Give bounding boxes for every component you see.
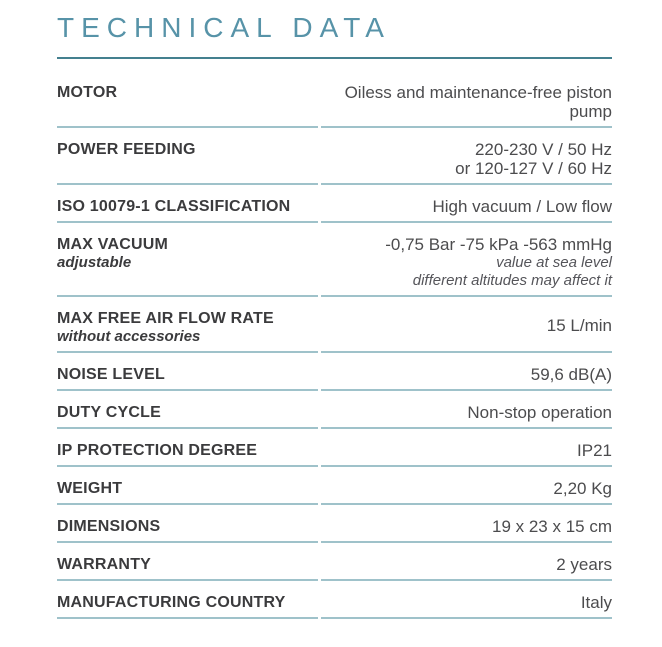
table-row: WEIGHT 2,20 Kg: [57, 467, 612, 505]
row-label-text: MANUFACTURING COUNTRY: [57, 594, 286, 611]
row-value-line: 15 L/min: [546, 316, 612, 335]
row-label-text: MAX FREE AIR FLOW RATE: [57, 310, 274, 327]
row-value: 59,6 dB(A): [320, 353, 612, 391]
row-value: 2 years: [320, 543, 612, 581]
row-value-line: 19 x 23 x 15 cm: [491, 517, 612, 536]
row-note-line: different altitudes may affect it: [412, 272, 612, 289]
row-label: ISO 10079-1 CLASSIFICATION: [57, 185, 318, 223]
row-label-text: WEIGHT: [57, 480, 123, 497]
row-value: Oiless and maintenance-free piston pump: [320, 59, 612, 128]
row-label: POWER FEEDING: [57, 128, 318, 185]
table-row: POWER FEEDING 220-230 V / 50 Hz or 120-127…: [57, 128, 612, 185]
row-value-line: Italy: [580, 593, 612, 612]
row-value-line: High vacuum / Low flow: [432, 197, 612, 216]
row-value: IP21: [320, 429, 612, 467]
table-row: WARRANTY 2 years: [57, 543, 612, 581]
row-value-line: -0,75 Bar -75 kPa -563 mmHg: [385, 235, 612, 254]
row-label-text: MOTOR: [57, 84, 118, 101]
table-row: DIMENSIONS 19 x 23 x 15 cm: [57, 505, 612, 543]
row-note-line: value at sea level: [496, 254, 612, 271]
row-value: 220-230 V / 50 Hz or 120-127 V / 60 Hz: [320, 128, 612, 185]
row-value: High vacuum / Low flow: [320, 185, 612, 223]
row-label-text: POWER FEEDING: [57, 141, 196, 158]
row-value-line: 59,6 dB(A): [530, 365, 612, 384]
row-value: 15 L/min: [320, 297, 612, 353]
row-value-line: Non-stop operation: [467, 403, 612, 422]
row-value-line: 220-230 V / 50 Hz: [474, 140, 612, 159]
technical-data-table: MOTOR Oiless and maintenance-free piston …: [57, 59, 612, 619]
table-row: MAX VACUUM adjustable -0,75 Bar -75 kPa -5…: [57, 223, 612, 297]
row-label: IP PROTECTION DEGREE: [57, 429, 318, 467]
row-value-line: Oiless and maintenance-free piston pump: [344, 83, 612, 121]
title-rule: [57, 57, 612, 59]
row-value-line: IP21: [577, 441, 612, 460]
row-label-text: WARRANTY: [57, 556, 152, 573]
row-label-text: MAX VACUUM: [57, 236, 169, 253]
row-label: WEIGHT: [57, 467, 318, 505]
row-value: 2,20 Kg: [320, 467, 612, 505]
row-label: MANUFACTURING COUNTRY: [57, 581, 318, 619]
row-label: MOTOR: [57, 59, 318, 128]
table-row: MOTOR Oiless and maintenance-free piston …: [57, 59, 612, 128]
table-row: DUTY CYCLE Non-stop operation: [57, 391, 612, 429]
row-label: NOISE LEVEL: [57, 353, 318, 391]
row-label-text: IP PROTECTION DEGREE: [57, 442, 258, 459]
row-value-line: 2,20 Kg: [553, 479, 612, 498]
row-value-line: 2 years: [556, 555, 612, 574]
row-value: Non-stop operation: [320, 391, 612, 429]
row-label-text: DUTY CYCLE: [57, 404, 161, 421]
row-label: MAX FREE AIR FLOW RATE without accessorie…: [57, 297, 318, 353]
row-value: -0,75 Bar -75 kPa -563 mmHg value at sea …: [320, 223, 612, 297]
table-row: MAX FREE AIR FLOW RATE without accessorie…: [57, 297, 612, 353]
row-value: Italy: [320, 581, 612, 619]
row-label: MAX VACUUM adjustable: [57, 223, 318, 297]
row-value-line: or 120-127 V / 60 Hz: [455, 159, 612, 178]
table-row: ISO 10079-1 CLASSIFICATION High vacuum / …: [57, 185, 612, 223]
row-label: WARRANTY: [57, 543, 318, 581]
table-row: MANUFACTURING COUNTRY Italy: [57, 581, 612, 619]
row-label-text: DIMENSIONS: [57, 518, 161, 535]
row-label-text: ISO 10079-1 CLASSIFICATION: [57, 198, 291, 215]
table-row: IP PROTECTION DEGREE IP21: [57, 429, 612, 467]
row-sublabel-text: without accessories: [57, 328, 201, 345]
table-row: NOISE LEVEL 59,6 dB(A): [57, 353, 612, 391]
row-label-text: NOISE LEVEL: [57, 366, 165, 383]
row-sublabel-text: adjustable: [57, 254, 132, 271]
row-label: DUTY CYCLE: [57, 391, 318, 429]
page-title: TECHNICAL DATA: [57, 12, 391, 43]
row-label: DIMENSIONS: [57, 505, 318, 543]
row-value: 19 x 23 x 15 cm: [320, 505, 612, 543]
